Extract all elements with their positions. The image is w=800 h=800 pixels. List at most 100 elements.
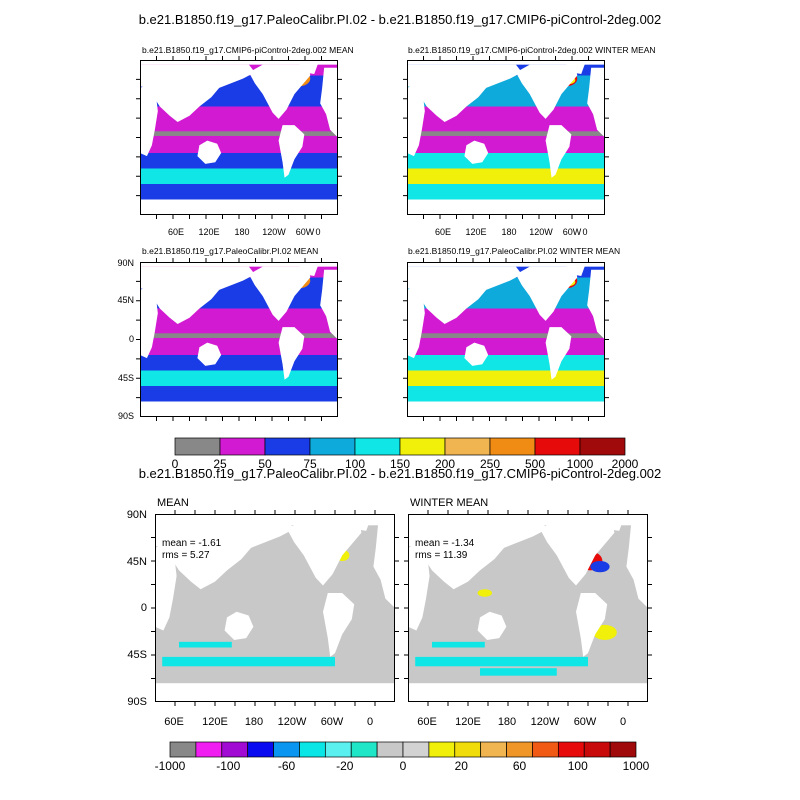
colorbar-swatch	[354, 437, 401, 456]
continent	[155, 519, 295, 590]
colorbar-swatch	[247, 741, 274, 758]
continent	[464, 140, 489, 164]
colorbar-swatch	[174, 437, 221, 456]
lat-label: 45S	[117, 373, 134, 383]
lon-label: 180	[501, 227, 517, 237]
lon-label: 120W	[262, 227, 286, 237]
diff-title-mean: MEAN	[157, 497, 189, 509]
colorbar-swatch	[532, 741, 559, 758]
lat-label: 0	[140, 602, 147, 614]
colorbar-label: 75	[303, 457, 317, 471]
map-panel-ctrl-mean	[136, 56, 342, 219]
colorbar-label: 1000	[622, 759, 650, 773]
colorbar-label: 60	[512, 759, 527, 773]
continent	[565, 265, 586, 276]
colorbar-swatch	[444, 437, 491, 456]
lon-label: 120W	[277, 716, 307, 728]
continent	[407, 410, 605, 417]
continent	[140, 208, 338, 215]
continent	[140, 266, 255, 324]
southern-ocean-anomaly	[162, 656, 335, 667]
continent	[576, 592, 608, 657]
antarctic-ocean	[140, 386, 338, 402]
colorbar-label: -20	[336, 759, 354, 773]
antarctic-ocean	[140, 184, 338, 200]
colorbar-label: 200	[434, 457, 456, 471]
colorbar-bottom	[169, 741, 637, 758]
colorbar-swatch	[506, 741, 533, 758]
map-panel-ctrl-winter	[403, 56, 609, 219]
continent	[278, 327, 305, 380]
colorbar-label: 100	[567, 759, 588, 773]
south-ocean-band	[140, 153, 338, 169]
colorbar-label: 100	[344, 457, 366, 471]
lon-label: 60W	[573, 716, 597, 728]
lon-label: 60W	[562, 227, 582, 237]
lat-label: 45S	[127, 649, 147, 661]
lon-label: 0	[366, 716, 374, 728]
lon-label: 0	[582, 227, 588, 237]
lon-label: 60W	[320, 716, 344, 728]
panel-title-paleo-mean: b.e21.B1850.f19_g17.PaleoCalibr.PI.02 ME…	[142, 246, 319, 256]
continent	[545, 125, 572, 178]
map-frame	[407, 262, 605, 417]
continent	[298, 63, 319, 74]
south-ocean-band	[407, 153, 605, 169]
diff-mean-value: mean = -1.34	[415, 538, 475, 549]
lon-label: 180	[244, 716, 264, 728]
colorbar-label: 0	[171, 457, 179, 471]
continent	[140, 285, 158, 359]
antarctic-ocean	[407, 386, 605, 402]
continent	[407, 64, 522, 122]
continent	[287, 519, 362, 586]
lon-label: 120W	[530, 716, 560, 728]
colorbar-swatch	[534, 437, 581, 456]
lon-label: 0	[315, 227, 321, 237]
map-fields	[408, 514, 648, 702]
panel-title-ctrl-mean: b.e21.B1850.f19_g17.CMIP6-piControl-2deg…	[142, 45, 354, 55]
continent	[248, 266, 311, 321]
colorbar-swatch	[350, 741, 378, 758]
southern-ocean-anomaly	[415, 656, 588, 667]
colorbar-label: 500	[524, 457, 546, 471]
colorbar-swatch	[583, 741, 611, 758]
continent	[373, 523, 395, 608]
continent	[408, 694, 648, 702]
continent	[320, 67, 338, 138]
colorbar-top	[174, 437, 626, 456]
continent	[587, 269, 605, 340]
equatorial-band	[407, 131, 605, 136]
diff-rms-value: rms = 5.27	[162, 550, 210, 561]
colorbar-swatch	[376, 741, 404, 758]
map-fields	[155, 514, 395, 702]
lon-label: 0	[619, 716, 627, 728]
colorbar-label: -100	[216, 759, 241, 773]
colorbar-swatch	[324, 741, 352, 758]
map-fields	[140, 262, 338, 417]
map-fields	[407, 262, 605, 417]
colorbar-swatch	[399, 437, 446, 456]
colorbar-swatch	[264, 437, 311, 456]
colorbar-swatch	[221, 741, 249, 758]
continent	[347, 517, 371, 531]
diff-title-winter: WINTER MEAN	[410, 497, 489, 509]
lon-label: 180	[234, 227, 250, 237]
colorbar-swatch	[428, 741, 456, 758]
continent	[540, 519, 615, 586]
map-fields	[140, 60, 338, 215]
colorbar-swatch	[480, 741, 507, 758]
colorbar-swatch	[557, 741, 585, 758]
colorbar-swatch	[579, 437, 626, 456]
continent	[408, 519, 548, 590]
continent	[140, 410, 338, 417]
lon-label: 120E	[202, 716, 228, 728]
diff-rms-value: rms = 11.39	[415, 550, 468, 561]
equatorial-band	[140, 333, 338, 338]
continent	[407, 208, 605, 215]
lat-label: 45N	[117, 295, 134, 305]
equatorial-band	[407, 333, 605, 338]
continent	[407, 83, 425, 157]
map-panel-paleo-mean	[136, 258, 342, 421]
north-atlantic-anomaly	[590, 561, 610, 573]
map-frame	[140, 262, 338, 417]
